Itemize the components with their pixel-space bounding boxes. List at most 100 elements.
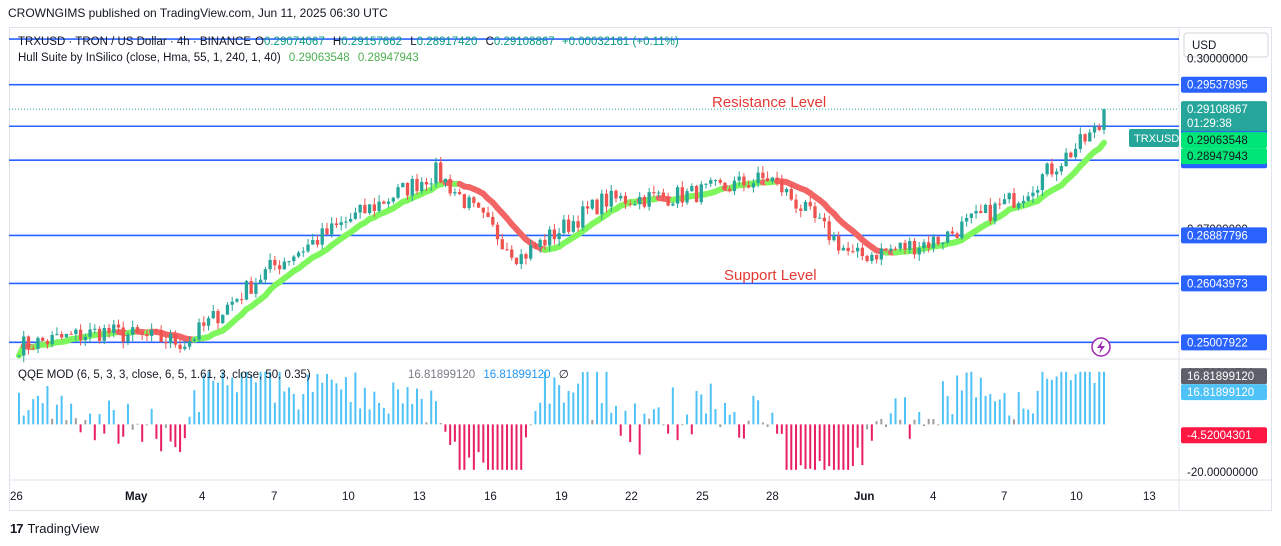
candle-body [83,336,87,341]
candle-body [491,216,495,225]
open-label: O [255,36,264,48]
candle-body [64,333,69,338]
candle-body [941,242,945,244]
qqe-bar [292,393,295,425]
candle-body [131,327,135,335]
qqe-bar [624,410,627,425]
qqe-bar [510,424,513,470]
candle-body [457,192,462,195]
qqe-bar [145,424,148,426]
qqe-bar [453,424,456,442]
candle-body [197,322,201,340]
candle-body [964,217,969,222]
currency-button-label: USD [1192,40,1216,52]
candle-body [619,195,623,199]
qqe-bar [491,424,494,470]
candle-body [699,184,703,203]
candle-body [780,179,784,193]
qqe-bar [927,418,930,425]
publish-attribution: CROWNGIMS published on TradingView.com, … [8,6,388,20]
candle-body [320,228,324,245]
qqe-bar [548,403,551,425]
symbol-tag-label: TRXUSD [1134,133,1179,145]
qqe-bar [283,391,286,425]
time-axis-label: 19 [555,491,568,503]
time-axis-label: 10 [342,491,355,503]
candle-body [865,256,869,261]
qqe-bar [643,413,646,425]
qqe-bar [832,424,835,470]
candle-body [595,199,599,215]
qqe-bar [638,424,641,455]
candle-body [879,248,883,260]
qqe-bar [657,407,660,425]
currency-button[interactable] [1183,32,1269,58]
candle-body [121,327,125,342]
qqe-bar [330,379,333,425]
candle-body [860,247,865,257]
qqe-bar [766,424,769,427]
qqe-bar [686,414,689,425]
candle-body [609,190,613,207]
candle-body [628,203,632,205]
qqe-bar [600,403,603,425]
qqe-bar [1069,380,1072,425]
candle-body [244,281,249,300]
qqe-bar [349,402,352,425]
candle-body [353,212,358,219]
legend-symbol: TRXUSD · TRON / US Dollar · 4h · BINANCE [18,36,251,48]
candle-body [552,229,557,240]
qqe-bar [174,424,177,448]
candle-body [756,172,760,184]
resistance-annotation: Resistance Level [712,94,826,111]
candle-body [202,322,206,326]
candle-body [969,213,973,218]
candle-body [486,212,490,217]
candle-body [851,251,855,253]
qqe-bar [179,424,182,453]
qqe-bar [482,424,485,463]
candle-body [732,180,737,192]
qqe-bar [818,424,821,462]
candle-body [453,192,457,194]
qqe-bar [103,424,106,434]
qqe-axis[interactable]: 21.72226792-20.0000000016.8189912016.818… [1181,367,1267,479]
chart-frame[interactable]: TRXUSD · TRON / US Dollar · 4h · BINANCE… [9,27,1272,511]
qqe-bar [32,399,35,425]
qqe-bar [534,410,537,425]
qqe-bar [633,403,636,425]
candle-body [1059,166,1064,172]
candle-body [1083,134,1087,142]
candle-body [1017,203,1021,208]
time-axis-label: 7 [271,491,277,503]
candle-body [372,204,377,211]
qqe-bar [325,373,328,425]
qqe-values: 16.81899120 16.81899120 ∅ [408,369,569,381]
candle-body [1021,200,1026,204]
candle-body [1064,152,1068,167]
level-price-tag-label: 0.25007922 [1187,337,1248,349]
qqe-bar [795,424,798,470]
tradingview-logo[interactable]: 17 TradingView [10,519,99,537]
time-axis[interactable]: 26 May 4 7 10 13 16 19 22 25 28 Jun 4 7 10 13 [10,491,1156,503]
price-axis[interactable]: 0.300000000.270000000.295378950.28807333… [1181,53,1267,351]
candle-body [566,219,571,232]
candle-body [510,249,514,258]
candle-body [17,355,21,357]
candle-body [420,181,424,192]
candle-body [784,189,789,193]
level-price-tag [1181,334,1267,351]
candle-body [140,332,144,334]
qqe-bar [231,377,234,425]
candle-body [429,183,433,185]
candle-body [1078,134,1082,149]
horizontal-levels [9,38,1179,344]
candle-body [287,261,291,263]
qqe-bar [610,412,613,425]
candle-body [917,248,921,255]
qqe-bar [728,414,731,425]
qqe-bar [581,372,584,425]
candle-body [434,162,438,184]
qqe-bar [117,424,120,444]
level-price-tag-label: 0.26887796 [1187,230,1248,242]
